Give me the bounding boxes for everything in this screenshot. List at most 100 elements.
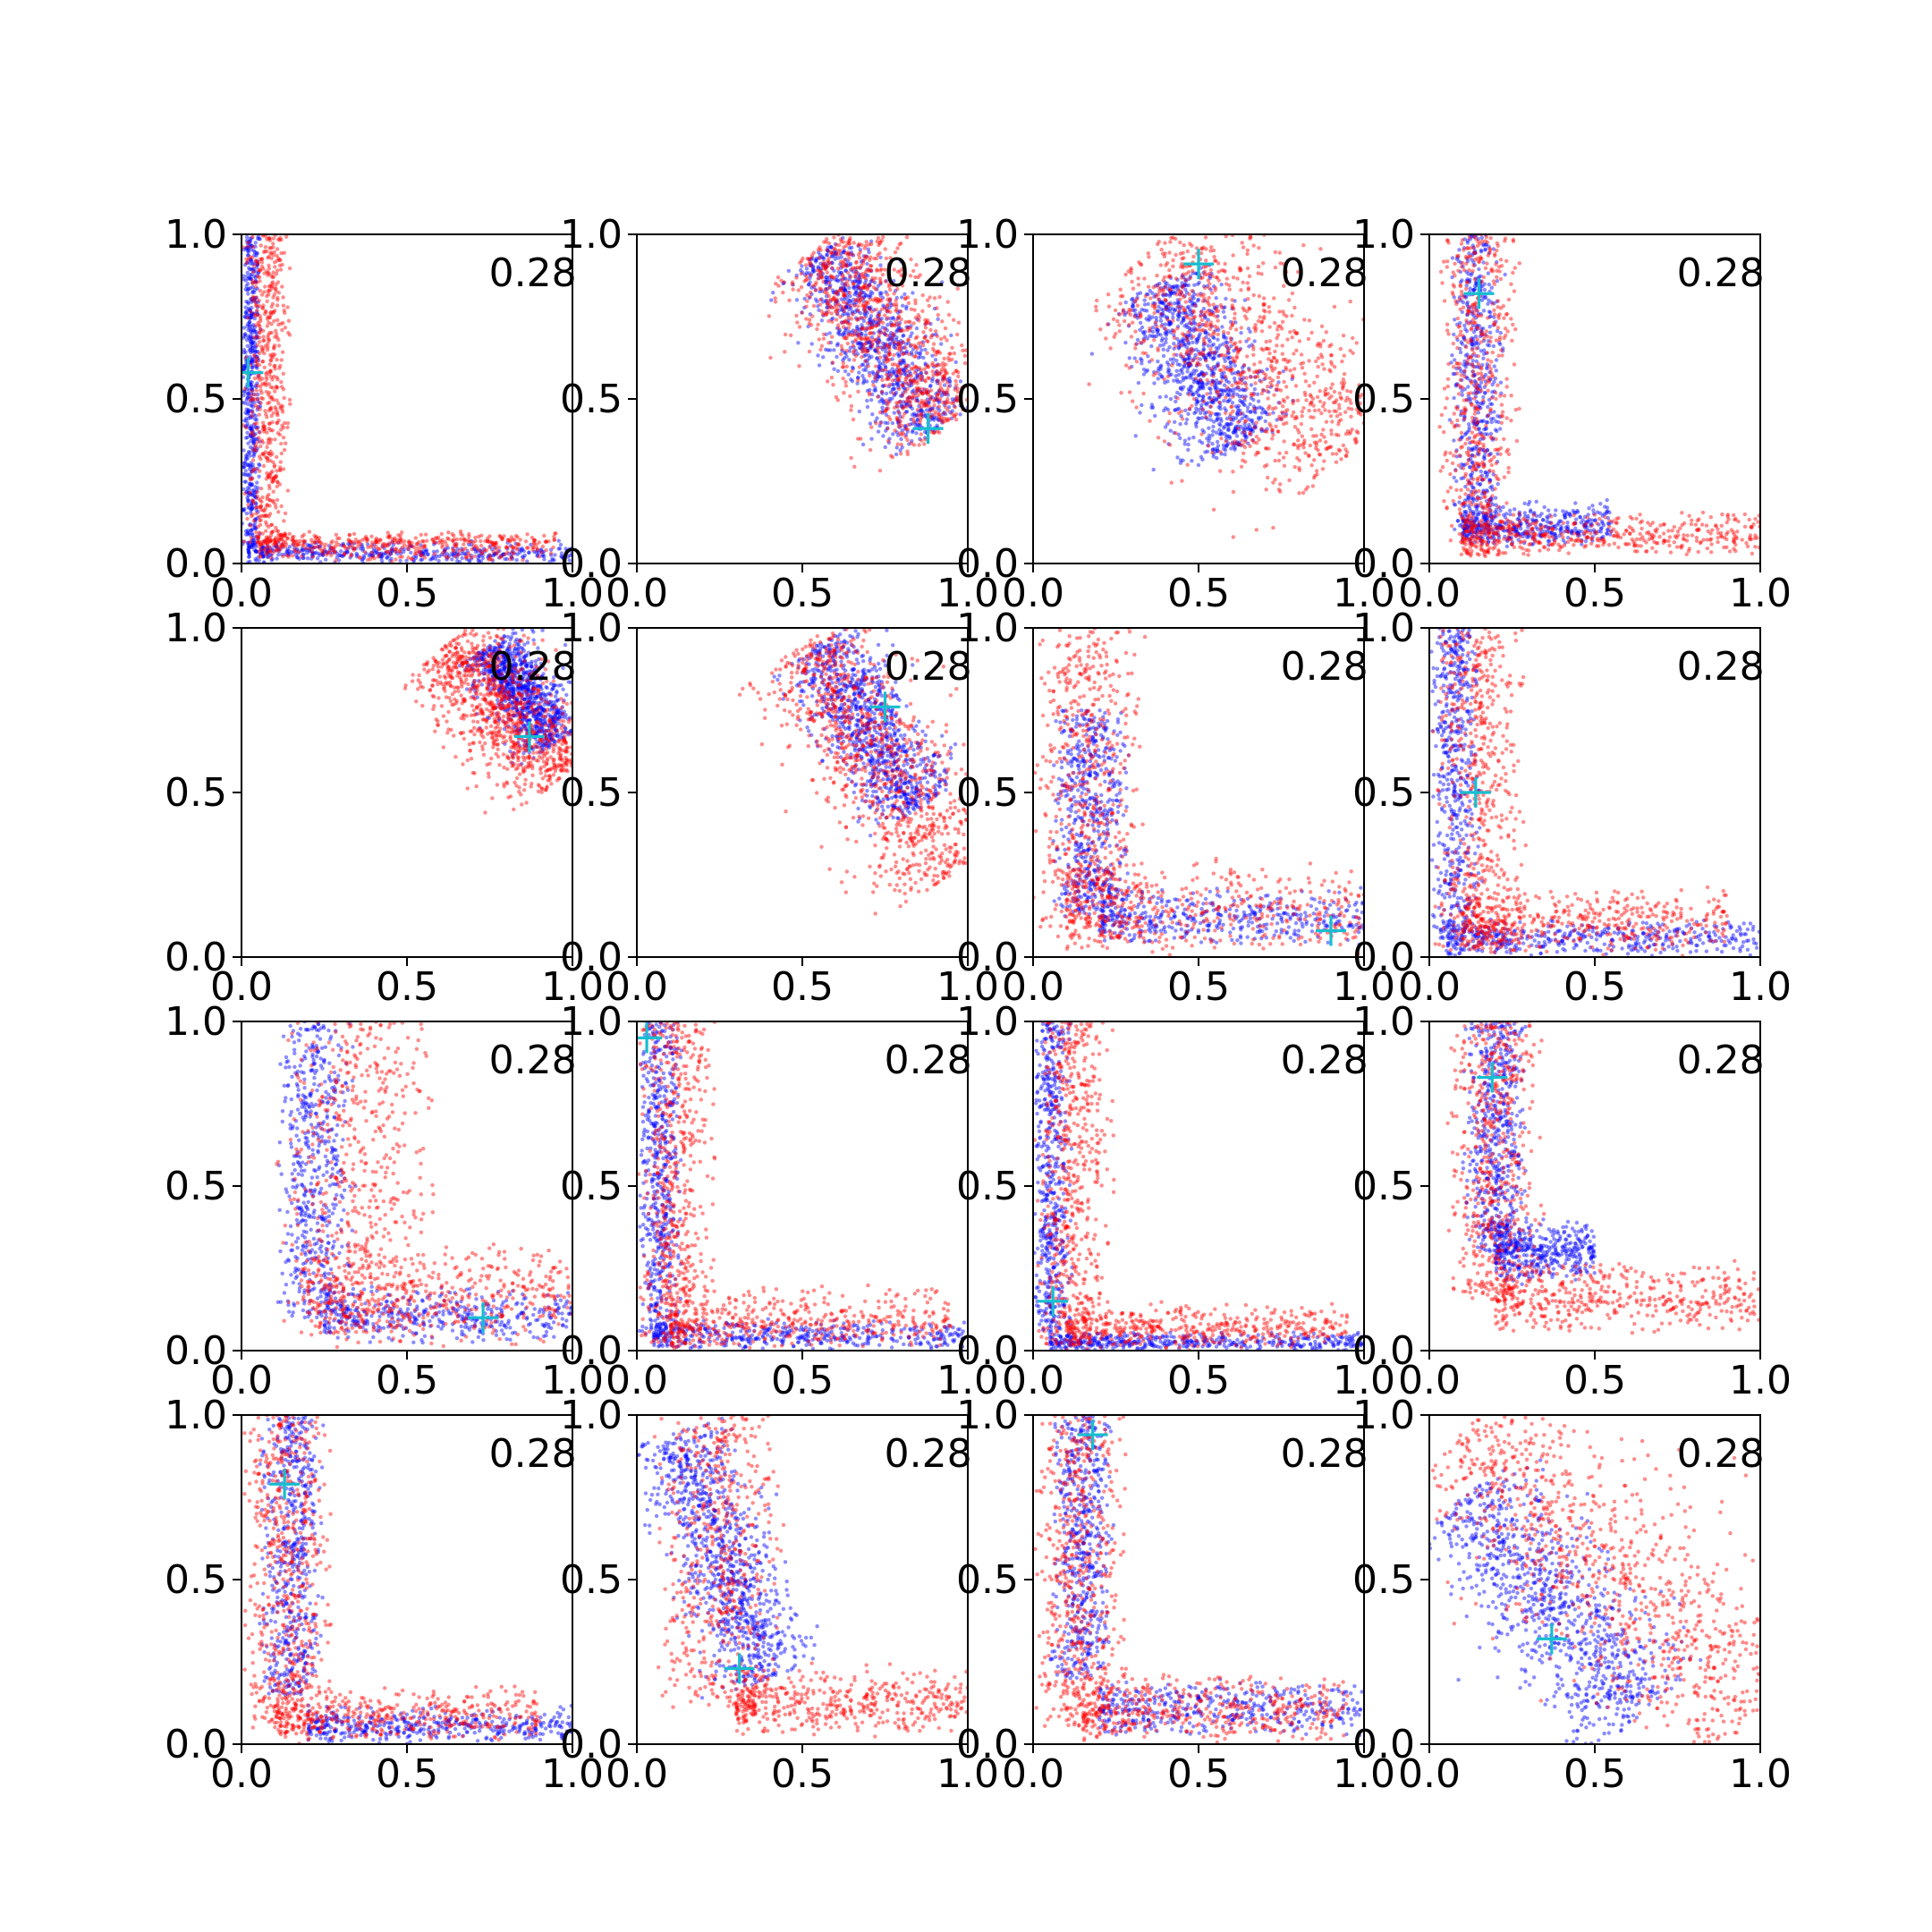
red-point	[274, 289, 278, 293]
blue-point	[937, 371, 942, 376]
blue-point	[248, 348, 253, 352]
red-point	[544, 548, 548, 553]
blue-point	[1161, 347, 1165, 352]
blue-point	[454, 551, 460, 555]
blue-point	[250, 357, 255, 361]
blue-point	[245, 270, 250, 275]
red-point	[313, 538, 318, 544]
red-point	[867, 393, 872, 397]
blue-point	[301, 552, 306, 557]
red-point	[258, 257, 263, 262]
red-point	[782, 280, 786, 284]
blue-point	[1186, 447, 1191, 453]
blue-point	[360, 547, 366, 551]
red-point	[271, 295, 275, 300]
red-point	[271, 275, 276, 279]
blue-point	[550, 556, 555, 561]
blue-point	[250, 482, 255, 487]
blue-point	[265, 543, 269, 548]
red-point	[266, 401, 270, 406]
red-point	[382, 542, 387, 547]
blue-point	[253, 540, 258, 545]
red-point	[551, 545, 555, 550]
blue-point	[493, 546, 497, 550]
blue-point	[497, 548, 502, 554]
blue-point	[256, 259, 260, 264]
blue-point	[254, 535, 258, 539]
red-point	[886, 406, 891, 411]
red-point	[1207, 285, 1212, 291]
red-point	[262, 508, 267, 513]
red-point	[487, 554, 493, 558]
blue-point	[244, 455, 250, 460]
blue-point	[242, 464, 247, 469]
blue-point	[258, 463, 262, 468]
blue-point	[1140, 307, 1144, 312]
red-point	[352, 531, 357, 537]
red-point	[248, 477, 252, 481]
red-point	[909, 402, 913, 407]
red-point	[810, 314, 815, 318]
red-point	[275, 497, 280, 503]
red-point	[509, 555, 514, 560]
blue-point	[276, 553, 281, 557]
blue-point	[251, 441, 256, 445]
red-point	[436, 535, 441, 539]
red-point	[276, 538, 282, 543]
red-point	[789, 333, 793, 337]
red-point	[348, 539, 353, 545]
red-point	[853, 272, 858, 276]
blue-point	[343, 550, 347, 555]
blue-point	[829, 244, 834, 250]
blue-point	[1148, 288, 1152, 293]
red-point	[358, 555, 362, 560]
blue-point	[1233, 447, 1237, 452]
red-point	[826, 280, 831, 285]
blue-point	[886, 420, 890, 426]
blue-point	[814, 259, 818, 264]
red-point	[876, 394, 880, 399]
blue-point	[1192, 283, 1197, 287]
red-point	[1245, 248, 1250, 252]
red-point	[492, 542, 497, 547]
red-point	[903, 345, 908, 351]
blue-point	[459, 547, 464, 551]
red-point	[815, 326, 819, 332]
blue-point	[907, 442, 911, 446]
blue-point	[252, 341, 258, 345]
blue-point	[242, 506, 247, 512]
blue-point	[1225, 399, 1230, 403]
y-tick-label: 1.0	[165, 212, 227, 258]
red-point	[277, 545, 283, 549]
blue-point	[930, 353, 935, 358]
red-point	[886, 316, 890, 320]
blue-point	[391, 548, 395, 553]
blue-point	[242, 334, 247, 339]
blue-point	[369, 553, 374, 558]
red-point	[272, 250, 276, 254]
blue-point	[898, 362, 902, 367]
blue-point	[538, 547, 544, 552]
blue-point	[1219, 419, 1224, 423]
red-point	[387, 534, 392, 538]
red-point	[524, 546, 530, 550]
blue-point	[389, 556, 394, 561]
red-point	[257, 539, 261, 544]
blue-point	[1230, 401, 1235, 405]
red-point	[916, 341, 921, 346]
red-point	[275, 247, 280, 251]
blue-point	[814, 256, 819, 261]
red-point	[267, 236, 272, 241]
red-point	[325, 553, 329, 557]
blue-point	[404, 558, 409, 563]
red-point	[273, 405, 277, 410]
blue-point	[257, 358, 261, 363]
red-point	[265, 470, 269, 476]
blue-point	[1219, 282, 1224, 287]
red-point	[258, 507, 264, 513]
red-point	[909, 374, 913, 378]
blue-point	[248, 309, 253, 313]
blue-point	[1258, 415, 1264, 419]
blue-point	[553, 553, 557, 557]
red-point	[809, 256, 813, 261]
